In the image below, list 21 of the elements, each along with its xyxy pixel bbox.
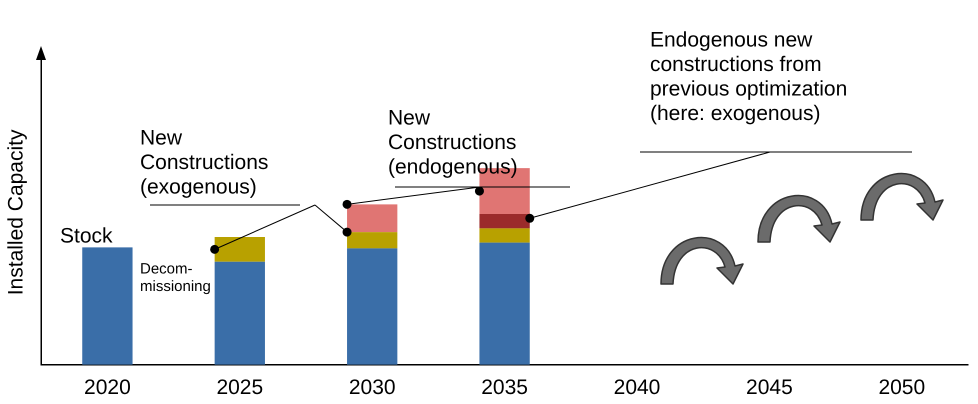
annotation: Stock — [60, 224, 114, 248]
x-tick-label: 2040 — [614, 376, 660, 400]
bar — [347, 204, 398, 232]
annotation: New Constructions (exogenous) — [140, 126, 268, 198]
bar — [214, 262, 265, 365]
bar — [479, 228, 530, 243]
annotation: Decom- missioning — [140, 260, 211, 296]
bar — [214, 236, 265, 262]
y-axis-title: Installed Capacity — [4, 129, 28, 296]
x-tick-label: 2020 — [84, 376, 131, 400]
annotation: New Constructions (endogenous) — [388, 106, 518, 178]
bar — [347, 232, 398, 248]
x-tick-label: 2035 — [481, 376, 528, 400]
text: Endogenous new constructions from previous optimization (here: exogenous) — [650, 28, 848, 126]
bar — [347, 248, 398, 365]
x-tick-label: 2030 — [348, 376, 396, 400]
bar — [82, 247, 133, 365]
bar — [479, 242, 530, 365]
x-tick-label: 2045 — [746, 376, 793, 400]
x-tick-label: 2050 — [878, 376, 926, 400]
x-tick-label: 2025 — [216, 376, 264, 400]
